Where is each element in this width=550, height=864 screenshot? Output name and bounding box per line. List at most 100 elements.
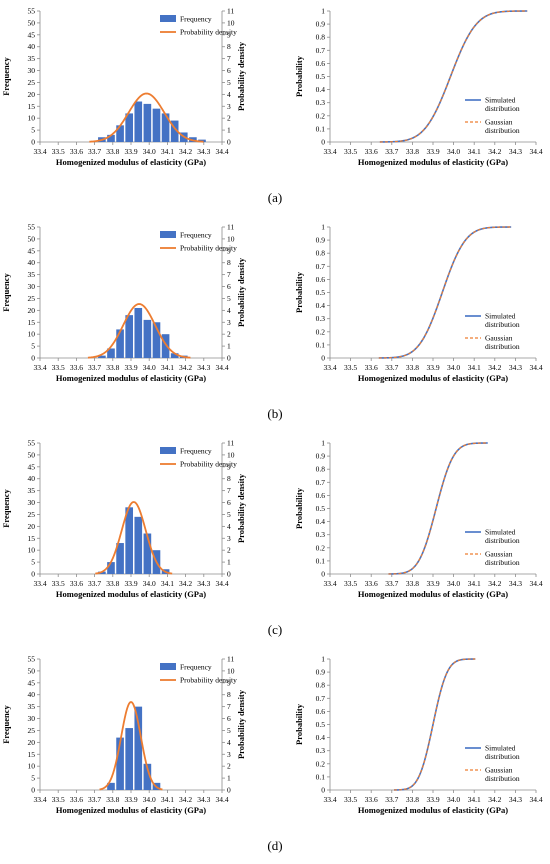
y2-tick-label: 8 (227, 42, 231, 51)
y2-axis-title: Probability density (236, 41, 246, 111)
legend-label: Frequency (180, 15, 212, 24)
x-tick-label: 34.2 (488, 363, 501, 372)
x-tick-label: 33.6 (70, 363, 83, 372)
x-tick-label: 33.9 (124, 579, 137, 588)
y-tick-label: 50 (28, 666, 36, 675)
x-tick-label: 34.3 (509, 579, 522, 588)
legend-label: distribution (485, 752, 520, 761)
histogram-bar (143, 319, 152, 358)
histogram-bar (125, 507, 134, 574)
y-tick-label: 0 (31, 570, 35, 579)
x-tick-label: 33.4 (323, 363, 336, 372)
gaussian-cdf-line (394, 658, 476, 791)
x-tick-label: 33.9 (124, 363, 137, 372)
x-tick-label: 34.4 (529, 579, 542, 588)
y-tick-label: 0.3 (316, 530, 326, 539)
x-tick-label: 34.4 (529, 795, 542, 804)
y-tick-label: 1 (321, 7, 325, 16)
legend-bar-swatch (160, 447, 176, 454)
y-tick-label: 40 (28, 42, 36, 51)
histogram-chart-b: 33.4 33.5 33.6 33.7 33.8 33.9 34.0 34.1 34.2 34.3… (1, 223, 246, 384)
y2-tick-label: 7 (227, 702, 231, 711)
y-tick-label: 0.8 (316, 465, 326, 474)
y-tick-label: 0.6 (316, 275, 326, 284)
y-tick-label: 0.7 (316, 46, 326, 55)
legend-bar-swatch (160, 15, 176, 22)
y-tick-label: 1 (321, 223, 325, 232)
y-tick-label: 0 (31, 786, 35, 795)
panel-label-c: (c) (267, 622, 283, 637)
y-tick-label: 0.7 (316, 262, 326, 271)
x-tick-label: 34.1 (468, 795, 481, 804)
legend-label: Probability density (180, 244, 237, 253)
cdf-chart-d: 33.4 33.5 33.6 33.7 33.8 33.9 34.0 34.1 34.2 34.3… (294, 655, 543, 816)
panel-label-a: (a) (267, 190, 283, 205)
x-tick-label: 34.3 (509, 147, 522, 156)
panel-label-b: (b) (267, 406, 283, 421)
x-tick-label: 33.9 (426, 795, 439, 804)
x-tick-label: 33.5 (344, 795, 357, 804)
x-tick-label: 33.5 (344, 579, 357, 588)
y2-tick-label: 1 (227, 126, 231, 135)
histogram-bar (107, 782, 115, 790)
y2-tick-label: 8 (227, 690, 231, 699)
y-tick-label: 45 (28, 462, 36, 471)
y2-tick-label: 5 (227, 726, 231, 735)
x-tick-label: 34.0 (143, 363, 156, 372)
x-tick-label: 33.7 (88, 579, 101, 588)
x-tick-label: 33.6 (365, 579, 378, 588)
x-tick-label: 34.2 (179, 579, 192, 588)
x-tick-label: 33.5 (52, 363, 65, 372)
x-tick-label: 33.4 (323, 795, 336, 804)
y2-axis-title: Probability density (236, 257, 246, 327)
x-tick-label: 34.1 (468, 147, 481, 156)
y-tick-label: 15 (28, 534, 36, 543)
x-axis-title: Homogenized modulus of elasticity (GPa) (358, 805, 508, 815)
y2-tick-label: 3 (227, 534, 231, 543)
histogram-bar (116, 125, 124, 142)
y2-tick-label: 4 (227, 306, 231, 315)
x-tick-label: 33.8 (106, 579, 119, 588)
density-curve (99, 701, 163, 791)
y2-tick-label: 7 (227, 270, 231, 279)
y-tick-label: 0.6 (316, 707, 326, 716)
panel-row-b: 33.4 33.5 33.6 33.7 33.8 33.9 34.0 34.1 34.2 34.3… (0, 216, 550, 432)
y-tick-label: 0.3 (316, 98, 326, 107)
y2-tick-label: 7 (227, 54, 231, 63)
legend-label: distribution (485, 558, 520, 567)
y2-tick-label: 9 (227, 246, 231, 255)
x-tick-label: 33.8 (106, 147, 119, 156)
histogram-bar (107, 134, 115, 142)
y2-tick-label: 3 (227, 750, 231, 759)
y-axis-title: Probability (294, 487, 304, 529)
legend-label: Frequency (180, 447, 212, 456)
y-tick-label: 5 (31, 558, 35, 567)
y-tick-label: 35 (28, 702, 36, 711)
x-tick-label: 33.8 (406, 363, 419, 372)
density-curve (89, 92, 204, 143)
y-tick-label: 0.1 (316, 340, 326, 349)
y2-tick-label: 5 (227, 294, 231, 303)
x-tick-label: 33.9 (426, 579, 439, 588)
y-tick-label: 0.4 (316, 733, 326, 742)
panel-row-d: 33.4 33.5 33.6 33.7 33.8 33.9 34.0 34.1 34.2 34.3… (0, 648, 550, 864)
x-tick-label: 33.6 (70, 795, 83, 804)
y-tick-label: 55 (28, 439, 36, 448)
histogram-bar (125, 113, 134, 142)
x-tick-label: 34.1 (161, 795, 174, 804)
y2-tick-label: 2 (227, 114, 231, 123)
legend-label: Gaussian (485, 118, 513, 127)
y2-tick-label: 8 (227, 474, 231, 483)
y-tick-label: 35 (28, 54, 36, 63)
gaussian-cdf-line (378, 226, 512, 359)
y-tick-label: 0.2 (316, 327, 326, 336)
y-tick-label: 25 (28, 294, 36, 303)
x-tick-label: 34.2 (179, 147, 192, 156)
y-tick-label: 0.8 (316, 33, 326, 42)
legend-label: distribution (485, 774, 520, 783)
x-tick-label: 34.3 (509, 795, 522, 804)
x-tick-label: 34.4 (215, 363, 228, 372)
y-tick-label: 0.5 (316, 72, 326, 81)
y-tick-label: 0.8 (316, 681, 326, 690)
y2-tick-label: 2 (227, 762, 231, 771)
